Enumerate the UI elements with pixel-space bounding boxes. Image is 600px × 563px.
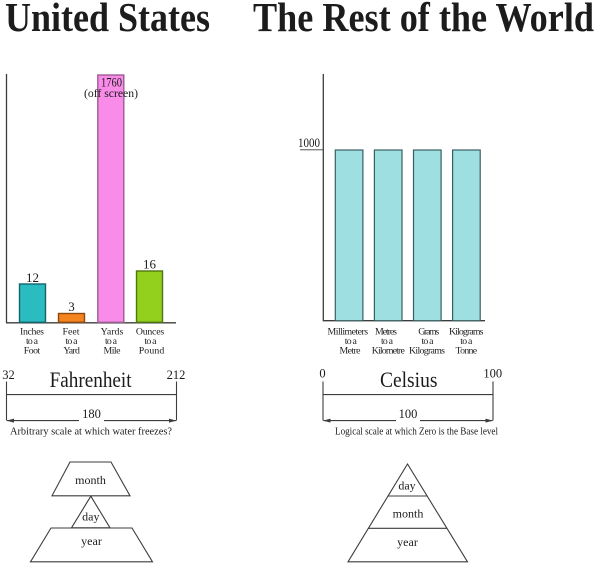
svg-text:to a: to a (105, 336, 118, 347)
svg-text:Mile: Mile (104, 345, 122, 356)
svg-text:Feet: Feet (63, 326, 80, 337)
svg-text:day: day (82, 510, 99, 524)
svg-text:Grams: Grams (418, 326, 439, 337)
svg-text:100: 100 (483, 367, 502, 381)
svg-text:to a: to a (460, 336, 473, 347)
svg-text:Tonne: Tonne (456, 345, 478, 356)
svg-text:to a: to a (345, 336, 358, 347)
svg-text:month: month (393, 507, 424, 521)
svg-text:1000: 1000 (298, 135, 320, 150)
svg-text:Pound: Pound (139, 345, 165, 356)
svg-text:Kilograms: Kilograms (409, 345, 445, 356)
svg-text:Kilograms: Kilograms (449, 326, 484, 337)
svg-text:to a: to a (422, 336, 435, 347)
svg-text:100: 100 (399, 407, 418, 421)
svg-text:1760: 1760 (101, 75, 122, 90)
svg-text:Fahrenheit: Fahrenheit (50, 367, 132, 392)
svg-text:Millimeters: Millimeters (328, 326, 369, 337)
svg-text:212: 212 (167, 368, 186, 382)
svg-text:32: 32 (2, 368, 15, 382)
svg-text:Inches: Inches (20, 326, 44, 337)
svg-text:Arbitrary scale at which water: Arbitrary scale at which water freezes? (10, 426, 172, 438)
svg-text:month: month (75, 473, 106, 487)
svg-text:12: 12 (26, 270, 39, 285)
svg-text:0: 0 (319, 367, 325, 381)
svg-text:day: day (398, 479, 415, 493)
svg-text:to a: to a (26, 336, 39, 347)
svg-text:Celsius: Celsius (380, 367, 438, 392)
svg-text:to a: to a (66, 336, 79, 347)
svg-text:180: 180 (82, 407, 101, 421)
svg-text:Yard: Yard (63, 345, 80, 356)
svg-text:Ounces: Ounces (136, 326, 164, 337)
svg-text:year: year (81, 534, 102, 548)
svg-text:to a: to a (145, 336, 158, 347)
svg-text:The Rest of the World: The Rest of the World (253, 0, 594, 40)
svg-text:Metre: Metre (340, 345, 362, 356)
svg-text:Foot: Foot (24, 345, 41, 356)
svg-text:Metres: Metres (375, 326, 397, 337)
svg-text:Logical scale at which Zero is: Logical scale at which Zero is the Base … (335, 426, 498, 438)
svg-text:United States: United States (5, 0, 210, 40)
svg-text:16: 16 (143, 257, 157, 272)
svg-text:to a: to a (381, 336, 394, 347)
svg-text:(off screen): (off screen) (84, 86, 138, 100)
svg-text:Yards: Yards (101, 326, 124, 337)
svg-text:3: 3 (68, 299, 75, 314)
svg-text:Kilometre: Kilometre (372, 345, 406, 356)
svg-text:year: year (397, 535, 418, 549)
